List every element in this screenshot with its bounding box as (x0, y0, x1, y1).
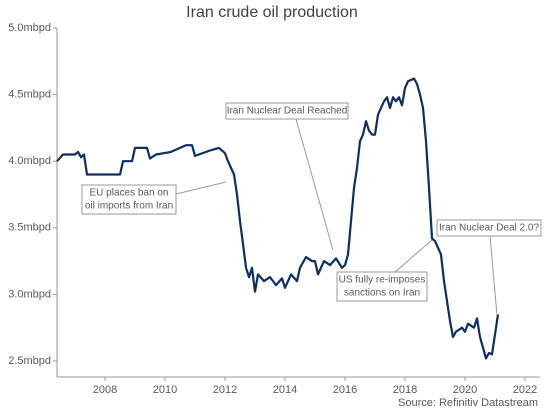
annotation-text: oil imports from Iran (85, 201, 173, 212)
x-tick-label: 2010 (153, 384, 177, 396)
x-tick-label: 2008 (93, 384, 117, 396)
x-tick-label: 2016 (333, 384, 357, 396)
annotation-text: EU places ban on (90, 188, 169, 199)
y-tick-label: 2.5mbpd (8, 355, 51, 367)
y-tick-label: 3.5mbpd (8, 222, 51, 234)
connector (175, 181, 227, 195)
y-tick-label: 4.5mbpd (8, 89, 51, 101)
y-tick-label: 4.0mbpd (8, 155, 51, 167)
x-tick-label: 2020 (453, 384, 477, 396)
annotation-box (81, 184, 177, 215)
annotation-box (336, 271, 428, 302)
annotation-text: sanctions on Iran (344, 288, 420, 299)
x-tick-label: 2014 (273, 384, 297, 396)
source: Source: Refinitiv Datastream (398, 397, 538, 409)
annotation-box (225, 102, 349, 120)
chart-title: Iran crude oil production (186, 4, 358, 21)
connector (295, 118, 334, 251)
line (56, 77, 500, 360)
y-tick-label: 3.0mbpd (8, 288, 51, 300)
annotation-text: Iran Nuclear Deal Reached (227, 106, 348, 117)
x-tick-label: 2018 (393, 384, 417, 396)
y-tick-label: 5.0mbpd (8, 22, 51, 34)
annotation-box (436, 219, 542, 237)
annotation-text: US fully re-imposes (339, 275, 426, 286)
x-tick-label: 2012 (213, 384, 237, 396)
annotation-text: Iran Nuclear Deal 2.0? (439, 223, 539, 234)
x-tick-label: 2022 (513, 384, 537, 396)
connector (394, 239, 433, 273)
connector (489, 235, 498, 316)
